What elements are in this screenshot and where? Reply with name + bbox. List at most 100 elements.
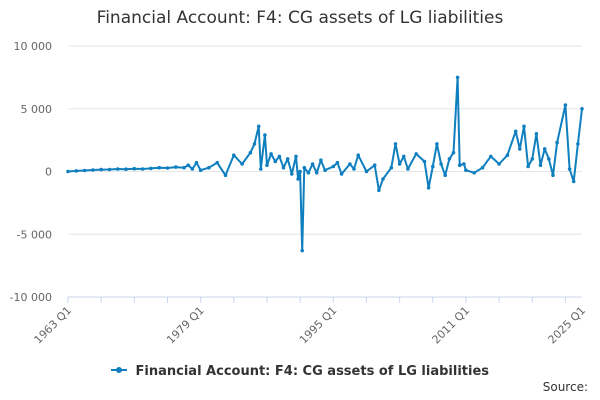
data-point [174, 165, 178, 169]
data-point [277, 154, 282, 159]
data-point [323, 168, 327, 172]
y-tick-label: 5 000 [21, 103, 53, 116]
data-point [82, 168, 87, 173]
data-point [356, 153, 361, 157]
data-point [389, 165, 394, 170]
data-point [406, 167, 410, 171]
data-point [186, 163, 190, 167]
data-point [431, 164, 435, 169]
data-point [443, 173, 448, 178]
data-point [294, 154, 298, 159]
chart-title: Financial Account: F4: CG assets of LG l… [96, 8, 504, 28]
data-point [252, 142, 257, 146]
data-point [526, 164, 530, 169]
data-point [451, 150, 456, 155]
data-point [455, 75, 460, 80]
data-point [99, 167, 103, 172]
x-tick-label: 2025 Q1 [546, 304, 589, 347]
data-point [447, 157, 452, 161]
y-tick-label: -10 000 [10, 291, 52, 304]
data-point [290, 172, 294, 176]
data-point [534, 132, 539, 136]
data-point [223, 173, 228, 178]
x-tick-label: 2011 Q1 [430, 304, 473, 347]
data-point [296, 177, 300, 181]
data-point [285, 157, 290, 161]
data-point [563, 103, 568, 107]
data-point [522, 124, 526, 129]
data-point [462, 162, 466, 166]
x-tick-label: 1995 Q1 [297, 304, 340, 347]
data-point [306, 171, 311, 175]
data-point [115, 167, 120, 171]
data-point [259, 167, 263, 171]
data-point [402, 154, 406, 159]
data-point [576, 142, 580, 146]
data-point [91, 168, 95, 172]
data-point [352, 167, 356, 171]
data-point [273, 159, 278, 164]
data-point [489, 154, 493, 159]
data-point [132, 166, 137, 171]
data-point [240, 162, 244, 166]
data-point [364, 169, 369, 174]
data-point [551, 173, 555, 178]
data-point [505, 153, 510, 157]
data-point [335, 160, 340, 165]
x-tick-label: 1963 Q1 [32, 304, 75, 347]
data-point [381, 177, 385, 181]
data-point [263, 133, 267, 137]
data-point [107, 167, 112, 172]
y-tick-label: 0 [45, 166, 52, 179]
data-point [194, 160, 199, 165]
y-tick-label: -5 000 [17, 228, 52, 241]
data-point [207, 165, 211, 170]
data-point [422, 159, 427, 164]
data-point [331, 164, 336, 169]
data-point [377, 188, 381, 193]
source-label: Source: [542, 380, 588, 394]
data-point [497, 162, 501, 166]
series-line [67, 76, 583, 252]
data-point [165, 166, 170, 170]
data-point [314, 171, 319, 175]
data-point [310, 162, 315, 166]
data-point [298, 169, 302, 174]
data-point [555, 140, 559, 145]
data-point [538, 163, 543, 167]
data-point [149, 166, 153, 171]
data-point [439, 162, 443, 166]
data-point [265, 163, 269, 167]
data-point [426, 186, 431, 190]
data-point [66, 169, 70, 174]
data-point [302, 165, 307, 170]
data-point [518, 147, 522, 151]
data-point [232, 153, 236, 157]
data-point [215, 160, 219, 165]
data-point [571, 179, 576, 184]
data-point [74, 169, 79, 173]
data-point [414, 152, 419, 156]
data-point [281, 165, 286, 170]
data-point [372, 163, 377, 167]
data-point [124, 167, 128, 171]
data-point [530, 157, 535, 161]
data-point [580, 107, 584, 111]
data-point [256, 124, 261, 129]
data-point [397, 162, 402, 166]
data-point [190, 167, 195, 171]
legend-line-icon [110, 367, 127, 373]
data-point [567, 167, 572, 171]
data-point [140, 167, 145, 171]
data-point [157, 165, 161, 170]
data-point [393, 142, 398, 146]
legend[interactable]: Financial Account: F4: CG assets of LG l… [0, 364, 600, 379]
data-point [348, 162, 352, 166]
data-point [198, 168, 203, 172]
data-point [319, 158, 323, 162]
data-point [480, 165, 485, 170]
data-point [513, 129, 518, 134]
data-point [248, 150, 253, 155]
data-point [547, 157, 551, 161]
